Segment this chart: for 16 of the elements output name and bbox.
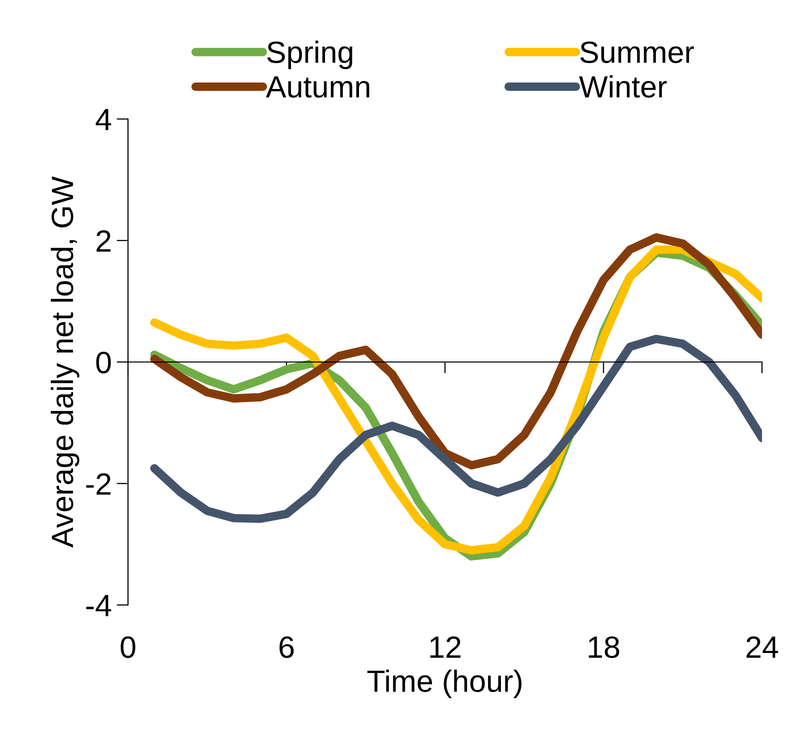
x-tick-label: 0 xyxy=(120,636,136,658)
y-tick-label: -2 xyxy=(86,473,110,495)
y-axis-title: Average daily net load, GW xyxy=(50,176,80,548)
x-tick-label: 12 xyxy=(430,636,460,658)
x-tick-label: 6 xyxy=(280,636,294,658)
x-tick-label: 18 xyxy=(588,636,620,658)
legend-label: Spring xyxy=(267,40,352,70)
y-tick-label: 0 xyxy=(96,352,111,374)
y-tick-label: 2 xyxy=(96,230,110,252)
legend-label: Summer xyxy=(580,41,694,64)
legend-label: Winter xyxy=(579,75,667,98)
y-tick-label: -4 xyxy=(86,595,112,616)
x-tick-label: 24 xyxy=(746,636,778,658)
x-axis-title: Time (hour) xyxy=(367,670,522,698)
y-tick-label: 4 xyxy=(96,109,112,130)
legend-label: Autumn xyxy=(266,76,370,98)
